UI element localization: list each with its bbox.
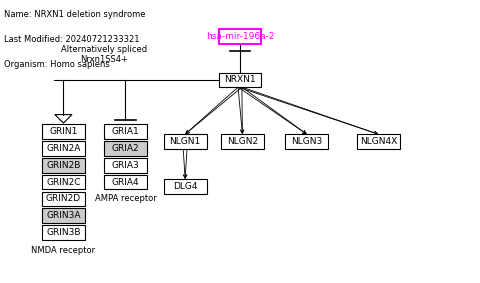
Text: hsa-mir-196a-2: hsa-mir-196a-2 bbox=[206, 32, 274, 41]
Text: NMDA receptor: NMDA receptor bbox=[31, 246, 96, 255]
FancyBboxPatch shape bbox=[104, 175, 147, 189]
FancyBboxPatch shape bbox=[164, 134, 206, 149]
Text: GRIN3A: GRIN3A bbox=[46, 211, 81, 220]
FancyBboxPatch shape bbox=[42, 192, 85, 206]
FancyBboxPatch shape bbox=[285, 134, 328, 149]
Text: GRIN3B: GRIN3B bbox=[46, 228, 81, 237]
FancyBboxPatch shape bbox=[218, 72, 262, 87]
Text: GRIA3: GRIA3 bbox=[111, 161, 139, 170]
Text: DLG4: DLG4 bbox=[173, 182, 197, 191]
Text: GRIN2D: GRIN2D bbox=[46, 194, 81, 203]
FancyBboxPatch shape bbox=[42, 158, 85, 173]
Text: GRIN2B: GRIN2B bbox=[46, 161, 81, 170]
Text: NLGN4X: NLGN4X bbox=[360, 137, 397, 146]
FancyBboxPatch shape bbox=[42, 225, 85, 240]
Text: NRXN1: NRXN1 bbox=[224, 75, 256, 84]
Text: NLGN1: NLGN1 bbox=[169, 137, 201, 146]
FancyBboxPatch shape bbox=[221, 134, 264, 149]
FancyBboxPatch shape bbox=[42, 125, 85, 139]
Text: GRIN2C: GRIN2C bbox=[46, 178, 81, 186]
FancyBboxPatch shape bbox=[104, 141, 147, 156]
Text: GRIA1: GRIA1 bbox=[111, 127, 139, 136]
FancyBboxPatch shape bbox=[104, 125, 147, 139]
Text: GRIN2A: GRIN2A bbox=[46, 144, 81, 153]
FancyBboxPatch shape bbox=[42, 209, 85, 223]
FancyBboxPatch shape bbox=[42, 141, 85, 156]
Text: AMPA receptor: AMPA receptor bbox=[95, 194, 156, 203]
FancyBboxPatch shape bbox=[357, 134, 400, 149]
Text: Alternatively spliced
Nrxn1SS4+: Alternatively spliced Nrxn1SS4+ bbox=[61, 45, 147, 64]
FancyBboxPatch shape bbox=[42, 175, 85, 189]
Text: GRIA2: GRIA2 bbox=[112, 144, 139, 153]
Text: NLGN2: NLGN2 bbox=[227, 137, 258, 146]
FancyBboxPatch shape bbox=[104, 158, 147, 173]
Text: Name: NRXN1 deletion syndrome: Name: NRXN1 deletion syndrome bbox=[4, 10, 145, 19]
Text: Last Modified: 20240721233321: Last Modified: 20240721233321 bbox=[4, 35, 139, 44]
FancyBboxPatch shape bbox=[218, 29, 262, 44]
FancyBboxPatch shape bbox=[164, 179, 206, 194]
Text: Organism: Homo sapiens: Organism: Homo sapiens bbox=[4, 60, 109, 69]
Text: GRIA4: GRIA4 bbox=[112, 178, 139, 186]
Text: GRIN1: GRIN1 bbox=[49, 127, 78, 136]
Text: NLGN3: NLGN3 bbox=[291, 137, 323, 146]
